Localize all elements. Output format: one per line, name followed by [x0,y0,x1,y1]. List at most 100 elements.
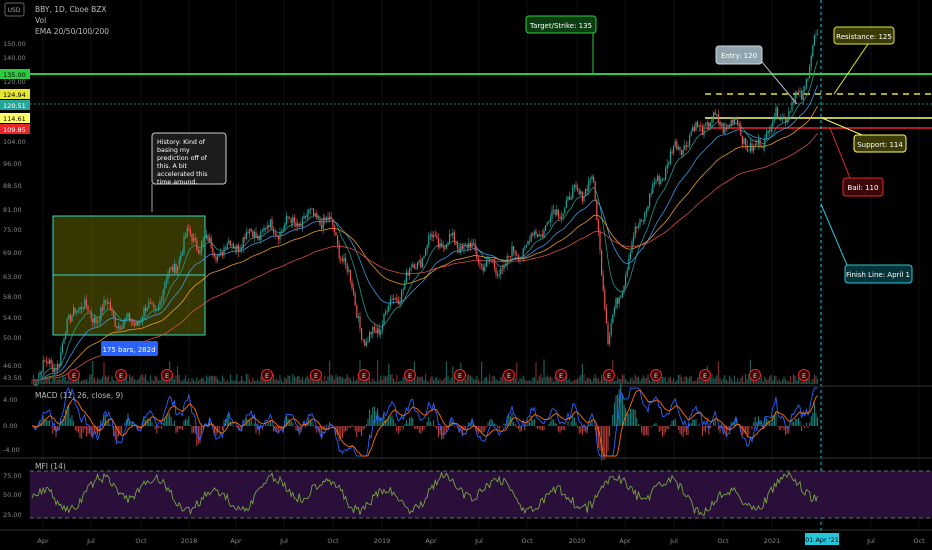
earnings-marker[interactable] [798,369,810,381]
volume-bar [103,361,105,384]
earnings-marker[interactable] [749,369,761,381]
macd-histogram-bar [149,418,151,426]
earnings-marker[interactable] [454,369,466,381]
volume-bar [671,380,673,384]
macd-histogram-bar [76,426,78,432]
signal-line [31,389,818,457]
earnings-marker[interactable] [404,369,416,381]
candle-body [605,308,607,324]
macd-histogram-bar [444,426,446,436]
volume-bar [796,380,798,384]
candle-body [258,235,260,241]
volume-bar [465,379,467,384]
macd-histogram-bar [105,414,107,426]
price-tag-target: 135.00 [0,69,30,79]
macd-histogram-bar [495,424,497,426]
candle-body [337,235,339,245]
volume-bar [114,380,116,384]
candle-body [220,252,222,254]
macd-histogram-bar [228,413,230,426]
earnings-marker[interactable] [68,369,80,381]
macd-histogram-bar [525,425,527,426]
volume-bar [733,375,735,384]
earnings-marker[interactable] [161,369,173,381]
candle-body [641,219,643,221]
macd-histogram-bar [791,420,793,426]
candle-body [137,321,139,326]
earnings-marker[interactable] [603,369,615,381]
candle-body [202,240,204,243]
macd-histogram-bar [97,426,99,436]
history-callout[interactable]: History: Kind of basing my prediction of… [151,132,227,212]
candle-body [711,119,713,123]
macd-histogram-bar [559,426,561,433]
macd-histogram-bar [100,420,102,426]
candle-body [76,311,78,313]
earnings-marker[interactable] [358,369,370,381]
candle-body [516,253,518,256]
target-callout[interactable]: Target/Strike: 135 [525,15,597,74]
macd-histogram-bar [81,426,83,440]
price-tick-label: 69.00 [3,249,22,257]
candle-body [325,217,327,221]
earnings-marker[interactable] [650,369,662,381]
volume-bar [69,381,71,384]
macd-histogram-bar [487,422,489,426]
macd-histogram-bar [783,426,785,431]
bail-callout[interactable]: Bail: 110 [829,127,884,197]
volume-bar [34,379,36,384]
volume-bar [591,381,593,384]
candle-body [105,300,107,303]
macd-histogram-bar [361,426,363,437]
macd-histogram-bar [253,423,255,426]
macd-histogram-bar [396,426,398,432]
macd-histogram-bar [682,426,684,438]
resistance-callout[interactable]: Resistance: 125 [833,26,895,95]
earnings-marker[interactable] [555,369,567,381]
macd-histogram-bar [567,420,569,426]
macd-histogram-bar [313,424,315,426]
currency-badge[interactable] [4,2,25,17]
date-badge[interactable]: 01 Apr '21 [805,533,839,545]
candle-body [679,147,681,151]
candle-body [468,243,470,248]
support-callout[interactable]: Support: 114 [821,117,907,153]
macd-histogram-bar [341,426,343,438]
volume-bar [508,379,510,384]
earnings-marker[interactable] [699,369,711,381]
candle-body [332,218,334,226]
candle-body [482,265,484,271]
candle-body [714,112,716,115]
finish-callout[interactable]: Finish Line: April 1 [820,203,913,284]
candle-body [71,315,73,322]
earnings-marker[interactable] [503,369,515,381]
candle-body [289,218,291,220]
macd-histogram-bar [345,426,347,432]
candle-body [210,237,212,248]
macd-histogram-bar [330,423,332,426]
candle-body [765,133,767,138]
candle-body [293,217,295,223]
history-line-4: this. A bit [157,163,188,170]
volume-bar [676,380,678,384]
volume-bar [39,375,41,384]
macd-histogram-bar [290,421,292,426]
volume-bar [721,380,723,384]
price-tick-label: 58.00 [3,293,22,301]
candle-body [713,112,715,120]
earnings-marker[interactable] [115,369,127,381]
macd-histogram-bar [609,426,611,437]
candle-body [396,297,398,301]
volume-bar [573,380,575,384]
candle-body [85,299,87,307]
macd-histogram-bar [173,420,175,426]
earnings-marker[interactable] [261,369,273,381]
mfi-tick-label: 50.00 [3,491,22,499]
macd-histogram-bar [447,426,449,430]
entry-callout[interactable]: Entry: 120 [715,45,798,105]
macd-histogram-bar [415,426,417,429]
range-badge[interactable]: 175 bars, 282d [101,341,158,356]
macd-histogram-bar [500,426,502,427]
earnings-marker[interactable] [310,369,322,381]
macd-pane: 4.00 0.00 -4.00 [3,383,819,461]
